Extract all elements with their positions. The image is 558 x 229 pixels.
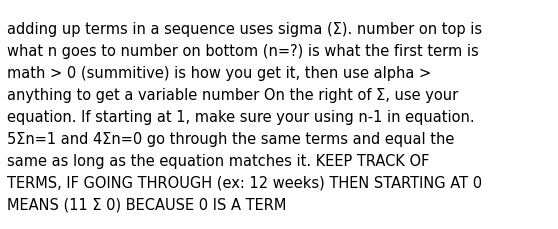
Text: adding up terms in a sequence uses sigma (Σ). number on top is: adding up terms in a sequence uses sigma…: [7, 22, 482, 37]
Text: TERMS, IF GOING THROUGH (ex: 12 weeks) THEN STARTING AT 0: TERMS, IF GOING THROUGH (ex: 12 weeks) T…: [7, 175, 482, 190]
Text: 5Σn=1 and 4Σn=0 go through the same terms and equal the: 5Σn=1 and 4Σn=0 go through the same term…: [7, 131, 454, 146]
Text: math > 0 (summitive) is how you get it, then use alpha >: math > 0 (summitive) is how you get it, …: [7, 66, 431, 81]
Text: MEANS (11 Σ 0) BECAUSE 0 IS A TERM: MEANS (11 Σ 0) BECAUSE 0 IS A TERM: [7, 197, 286, 212]
Text: equation. If starting at 1, make sure your using n-1 in equation.: equation. If starting at 1, make sure yo…: [7, 109, 475, 124]
Text: what n goes to number on bottom (n=?) is what the first term is: what n goes to number on bottom (n=?) is…: [7, 44, 479, 59]
Text: anything to get a variable number On the right of Σ, use your: anything to get a variable number On the…: [7, 88, 458, 103]
Text: same as long as the equation matches it. KEEP TRACK OF: same as long as the equation matches it.…: [7, 153, 429, 168]
